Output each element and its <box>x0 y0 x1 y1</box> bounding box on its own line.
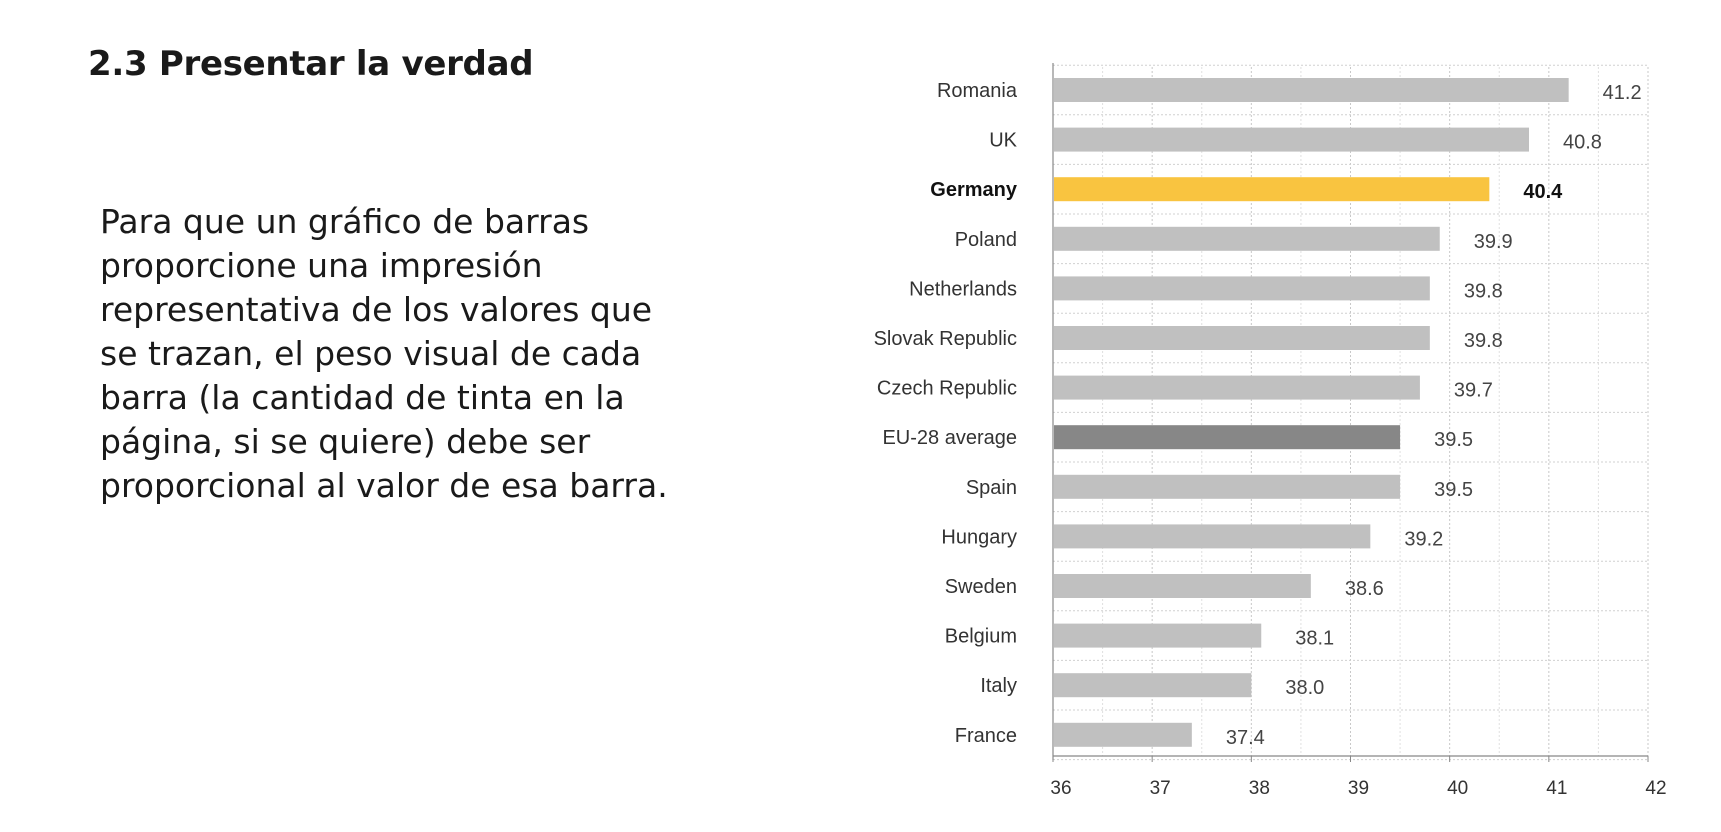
value-label-spain: 39.5 <box>1434 479 1473 501</box>
category-label-eu-28-average: EU-28 average <box>882 427 1017 449</box>
x-tick-label: 40 <box>1447 778 1468 799</box>
category-label-romania: Romania <box>937 80 1018 102</box>
value-label-eu-28-average: 39.5 <box>1434 429 1473 451</box>
category-label-poland: Poland <box>955 229 1017 251</box>
category-label-sweden: Sweden <box>945 576 1017 598</box>
category-label-czech-republic: Czech Republic <box>877 378 1017 400</box>
category-label-france: France <box>955 725 1017 747</box>
x-tick-label: 38 <box>1249 778 1270 799</box>
category-label-hungary: Hungary <box>941 526 1017 548</box>
x-tick-label: 41 <box>1546 778 1567 799</box>
bar-netherlands <box>1054 276 1430 301</box>
x-tick-label: 39 <box>1348 778 1369 799</box>
bar-layer <box>1054 78 1569 747</box>
axis-layer: 36 37 38 39 40 41 42 <box>1050 63 1667 799</box>
bar-czech-republic <box>1054 375 1420 400</box>
bar-uk <box>1054 127 1529 152</box>
slide-body-text: Para que un gráfico de barras proporcion… <box>100 202 668 505</box>
value-label-romania: 41.2 <box>1603 82 1642 104</box>
bar-italy <box>1054 673 1252 698</box>
grid-layer <box>1052 64 1649 761</box>
category-label-netherlands: Netherlands <box>909 278 1017 300</box>
bar-poland <box>1054 226 1440 251</box>
bar-eu-28-average <box>1054 425 1401 450</box>
category-label-spain: Spain <box>966 477 1017 499</box>
value-label-uk: 40.8 <box>1563 132 1602 154</box>
bar-germany <box>1054 177 1490 202</box>
value-label-germany: 40.4 <box>1523 181 1563 203</box>
value-label-poland: 39.9 <box>1474 231 1513 253</box>
bar-hungary <box>1054 524 1371 549</box>
value-label-netherlands: 39.8 <box>1464 280 1503 302</box>
x-tick-label: 37 <box>1150 778 1171 799</box>
category-label-germany: Germany <box>930 179 1018 201</box>
value-label-france: 37.4 <box>1226 727 1265 749</box>
bar-romania <box>1054 78 1569 102</box>
label-layer: Romania 41.2 UK 40.8 Germany 40.4 Poland 39.9 Ne… <box>874 80 1642 749</box>
value-label-czech-republic: 39.7 <box>1454 380 1493 402</box>
bar-belgium <box>1054 623 1262 648</box>
category-label-uk: UK <box>989 130 1017 152</box>
bar-sweden <box>1054 574 1311 598</box>
value-label-sweden: 38.6 <box>1345 578 1384 600</box>
value-label-hungary: 39.2 <box>1404 528 1443 550</box>
x-tick-label: 36 <box>1050 778 1071 799</box>
value-label-slovak-republic: 39.8 <box>1464 330 1503 352</box>
bar-slovak-republic <box>1054 326 1430 350</box>
value-label-belgium: 38.1 <box>1295 628 1334 650</box>
category-label-belgium: Belgium <box>945 626 1017 648</box>
bar-spain <box>1054 474 1401 499</box>
category-label-slovak-republic: Slovak Republic <box>874 328 1017 350</box>
value-label-italy: 38.0 <box>1285 677 1324 699</box>
x-tick-label: 42 <box>1645 778 1666 799</box>
slide-title: 2.3 Presentar la verdad <box>88 44 534 84</box>
bar-france <box>1054 722 1192 747</box>
category-label-italy: Italy <box>980 675 1017 697</box>
